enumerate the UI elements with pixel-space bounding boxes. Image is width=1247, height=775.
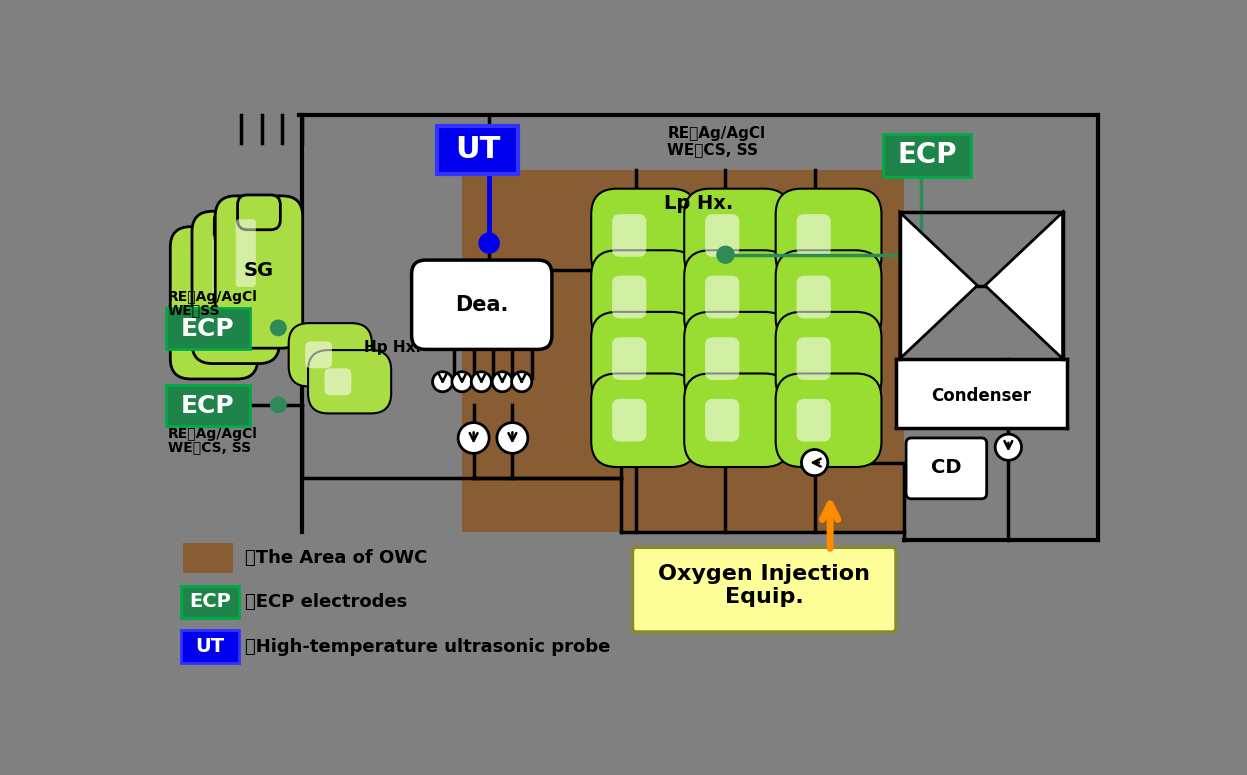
Circle shape: [717, 246, 734, 264]
FancyBboxPatch shape: [797, 399, 831, 442]
FancyBboxPatch shape: [236, 219, 256, 287]
FancyBboxPatch shape: [214, 210, 257, 245]
Circle shape: [451, 372, 473, 391]
Text: RE：Ag/AgCl: RE：Ag/AgCl: [667, 126, 766, 140]
Text: CD: CD: [932, 459, 961, 477]
Circle shape: [511, 372, 531, 391]
Circle shape: [995, 434, 1021, 460]
Circle shape: [802, 449, 828, 476]
Text: ECP: ECP: [190, 592, 231, 611]
Text: ：ECP electrodes: ：ECP electrodes: [244, 593, 408, 611]
FancyBboxPatch shape: [705, 399, 739, 442]
FancyBboxPatch shape: [412, 260, 552, 350]
Text: Equip.: Equip.: [725, 587, 803, 608]
Circle shape: [479, 233, 499, 253]
FancyBboxPatch shape: [612, 276, 646, 319]
FancyBboxPatch shape: [171, 226, 258, 379]
FancyBboxPatch shape: [907, 438, 986, 499]
FancyBboxPatch shape: [212, 235, 233, 302]
FancyBboxPatch shape: [166, 308, 251, 350]
Circle shape: [433, 372, 453, 391]
Text: ECP: ECP: [181, 394, 234, 418]
FancyBboxPatch shape: [632, 547, 897, 632]
Circle shape: [496, 422, 527, 453]
Text: WE：SS: WE：SS: [167, 303, 219, 317]
FancyBboxPatch shape: [612, 337, 646, 380]
Text: WE：CS, SS: WE：CS, SS: [667, 143, 758, 157]
FancyBboxPatch shape: [438, 126, 518, 174]
FancyBboxPatch shape: [797, 214, 831, 257]
FancyBboxPatch shape: [182, 630, 238, 663]
Text: UT: UT: [196, 637, 224, 656]
Circle shape: [458, 422, 489, 453]
Text: RE：Ag/AgCl: RE：Ag/AgCl: [167, 290, 257, 304]
FancyBboxPatch shape: [289, 323, 372, 387]
FancyBboxPatch shape: [776, 312, 882, 405]
FancyBboxPatch shape: [685, 250, 791, 344]
FancyBboxPatch shape: [192, 226, 236, 260]
FancyBboxPatch shape: [324, 368, 352, 395]
FancyBboxPatch shape: [685, 374, 791, 467]
Text: UT: UT: [455, 136, 500, 164]
FancyBboxPatch shape: [306, 341, 332, 368]
FancyBboxPatch shape: [591, 374, 697, 467]
Text: SG: SG: [244, 260, 274, 280]
FancyBboxPatch shape: [883, 134, 971, 177]
FancyBboxPatch shape: [182, 586, 238, 618]
FancyBboxPatch shape: [612, 214, 646, 257]
Text: ECP: ECP: [181, 317, 234, 341]
FancyBboxPatch shape: [166, 385, 251, 426]
FancyBboxPatch shape: [461, 170, 904, 532]
Text: Lp Hx.: Lp Hx.: [663, 194, 733, 212]
Text: Dea.: Dea.: [455, 294, 508, 315]
FancyBboxPatch shape: [191, 250, 211, 318]
FancyBboxPatch shape: [797, 337, 831, 380]
Polygon shape: [900, 212, 978, 359]
FancyBboxPatch shape: [705, 276, 739, 319]
FancyBboxPatch shape: [685, 312, 791, 405]
FancyBboxPatch shape: [776, 374, 882, 467]
Circle shape: [493, 372, 513, 391]
Text: ：The Area of OWC: ：The Area of OWC: [244, 549, 428, 567]
FancyBboxPatch shape: [685, 188, 791, 282]
Text: Oxygen Injection: Oxygen Injection: [658, 564, 870, 584]
Text: RE：Ag/AgCl: RE：Ag/AgCl: [167, 427, 257, 441]
Text: WE：CS, SS: WE：CS, SS: [167, 440, 251, 454]
Polygon shape: [985, 212, 1062, 359]
FancyBboxPatch shape: [183, 543, 233, 573]
FancyBboxPatch shape: [238, 195, 281, 229]
FancyBboxPatch shape: [591, 188, 697, 282]
FancyBboxPatch shape: [308, 350, 392, 413]
Circle shape: [271, 397, 286, 412]
FancyBboxPatch shape: [612, 399, 646, 442]
FancyBboxPatch shape: [776, 188, 882, 282]
FancyBboxPatch shape: [216, 196, 303, 348]
FancyBboxPatch shape: [705, 214, 739, 257]
Circle shape: [271, 320, 286, 336]
Text: ：High-temperature ultrasonic probe: ：High-temperature ultrasonic probe: [244, 638, 610, 656]
Circle shape: [471, 372, 491, 391]
FancyBboxPatch shape: [776, 250, 882, 344]
FancyBboxPatch shape: [591, 250, 697, 344]
Text: Condenser: Condenser: [932, 387, 1031, 405]
Text: Hp Hx.: Hp Hx.: [364, 339, 420, 355]
FancyBboxPatch shape: [192, 212, 279, 363]
FancyBboxPatch shape: [591, 312, 697, 405]
FancyBboxPatch shape: [797, 276, 831, 319]
FancyBboxPatch shape: [705, 337, 739, 380]
FancyBboxPatch shape: [897, 359, 1066, 428]
Text: ECP: ECP: [898, 141, 956, 170]
